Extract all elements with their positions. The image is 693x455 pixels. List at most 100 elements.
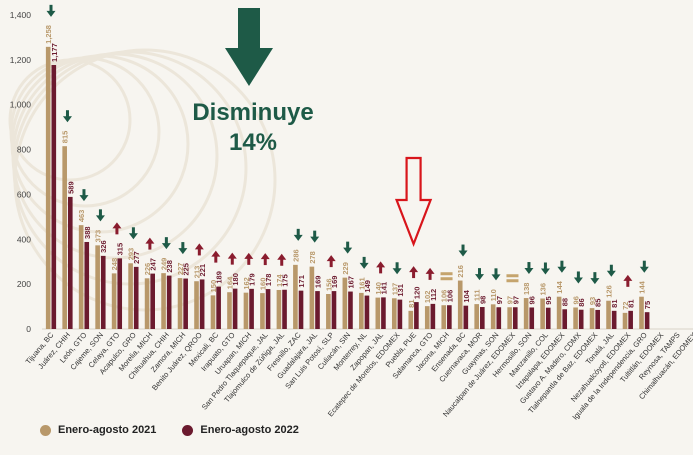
data-label-2021: 229 [341,262,350,275]
bar-2021 [490,304,496,329]
trend-up-arrow-icon [227,252,237,265]
background-swirl [9,56,161,208]
arrow-shaft [543,262,547,270]
legend-item-2021: Enero-agosto 2021 [40,424,156,436]
highlight-outline-arrow-icon [394,156,433,248]
trend-up-arrow-icon [623,274,633,287]
arrow-shaft [494,268,498,276]
arrow-head [557,266,567,273]
bar-2021 [606,300,611,329]
y-tick-label: 400 [17,234,31,244]
data-label-2022: 225 [182,263,191,276]
equal-bar-top [440,272,453,276]
trend-down-arrow-icon [293,228,303,241]
bar-2022 [644,312,650,329]
bar-2022 [282,289,287,329]
trend-down-arrow-icon [79,189,89,202]
bar-2021 [556,296,562,329]
arrow-head [590,278,600,285]
bar-2021 [177,278,183,329]
arrow-head [211,250,221,257]
arrow-head [524,268,534,275]
data-label-2021: 96 [572,296,581,304]
arrow-head [79,195,89,202]
y-tick-label: 600 [17,189,31,199]
bar-2021 [161,273,166,329]
arrow-head [244,252,254,259]
data-label-2022: 97 [511,296,520,304]
bar-2021 [540,298,545,329]
bar-2022 [133,266,139,329]
data-label-2022: 179 [248,273,257,286]
data-label-2022: 106 [445,290,454,303]
data-label-2022: 141 [379,282,388,295]
legend: Enero-agosto 2021 Enero-agosto 2022 [40,424,299,436]
arrow-shaft [461,244,465,252]
arrow-head [178,248,188,255]
data-label-2022: 221 [198,264,207,277]
data-label-2022: 98 [478,296,487,304]
data-label-2022: 169 [314,276,323,289]
arrow-shaft [609,264,613,272]
bar-2021 [589,308,595,329]
arrow-head [376,261,386,268]
data-label-2021: 140 [374,282,383,295]
equal-bar-bottom [506,279,519,283]
data-label-2021: 248 [110,258,119,271]
trend-down-arrow-icon [557,260,567,273]
arrow-head [161,243,171,250]
arrow-shaft [197,248,201,256]
arrow-head [409,266,419,273]
data-label-2022: 85 [594,299,603,307]
data-label-2021: 174 [275,274,284,287]
bar-2022 [611,310,617,329]
data-label-2022: 180 [231,273,240,286]
data-label-2021: 150 [209,280,218,293]
arrow-shaft [214,255,218,263]
bar-2022 [397,299,403,329]
data-label-2022: 589 [66,181,75,194]
data-label-2022: 120 [412,287,421,300]
bar-2021 [128,263,133,329]
data-label-2022: 171 [297,275,306,288]
arrow-head [112,222,122,229]
legend-swatch-2022 [182,424,194,436]
bar-2022 [298,290,304,329]
data-label-2022: 104 [462,289,471,302]
arrow-head [359,262,369,269]
bar-2021 [243,292,249,329]
trend-up-arrow-icon [260,253,270,266]
bar-2021 [639,296,644,329]
data-label-2022: 247 [149,258,158,271]
arrow-shaft [148,242,152,250]
data-label-2022: 178 [264,274,273,287]
data-label-2022: 81 [627,299,636,307]
equal-bar-top [506,274,519,278]
bar-2022 [496,307,502,329]
bar-2022 [578,309,584,329]
arrow-head [623,274,633,281]
data-label-2021: 102 [423,291,432,304]
highlight-arrow-outline [394,156,433,248]
bar-2022 [315,291,320,329]
arrow-head [573,277,583,284]
arrow-shaft [395,262,399,270]
equal-bar-bottom [440,277,453,281]
arrow-shaft [576,271,580,279]
arrow-shaft [115,227,119,235]
data-label-2022: 95 [544,296,553,304]
arrow-shaft [560,260,564,268]
arrow-head [260,253,270,260]
bar-2022 [232,288,238,329]
arrow-head [326,255,336,262]
trend-down-arrow-icon [524,262,534,275]
data-label-2022: 277 [132,251,141,264]
arrow-shaft [65,110,69,118]
trend-down-arrow-icon [475,268,485,281]
bar-2021 [260,293,265,329]
big-arrow-shaft [238,8,260,50]
bar-2021 [276,289,282,329]
trend-up-arrow-icon [425,267,435,280]
y-tick-label: 800 [17,145,31,155]
arrow-head [392,268,402,275]
